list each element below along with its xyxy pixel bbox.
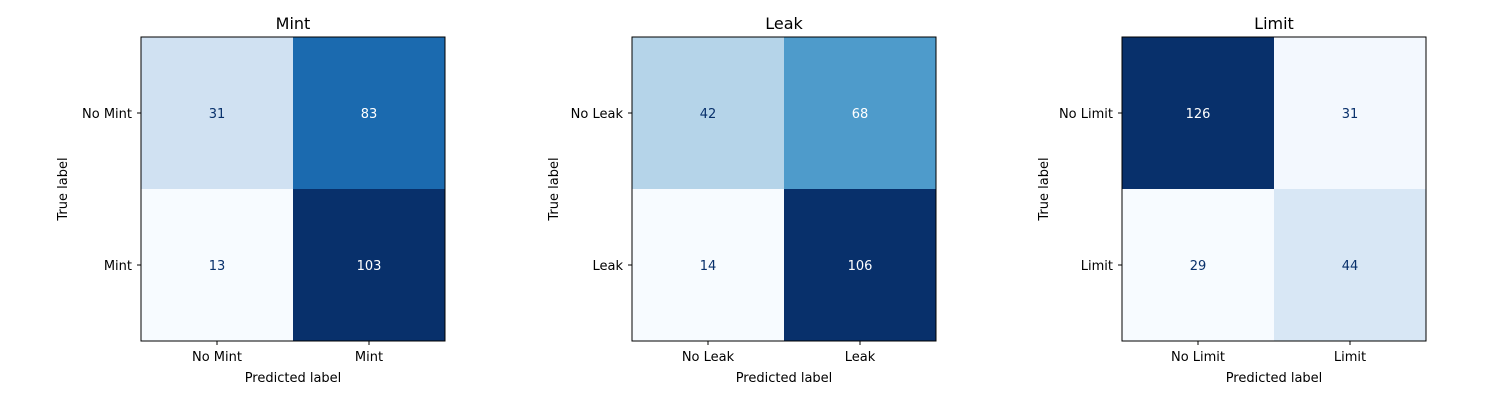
cell-value-label: 13 — [209, 259, 226, 274]
x-tick-label: Mint — [355, 350, 383, 365]
x-tick-label: No Limit — [1171, 350, 1225, 365]
chart-title: Limit — [1254, 14, 1294, 33]
y-axis-label: True label — [1037, 157, 1052, 221]
matrix-cell — [141, 189, 293, 341]
y-axis-label: True label — [547, 157, 562, 221]
matrix-cell — [1122, 189, 1274, 341]
x-axis-label: Predicted label — [1226, 371, 1323, 386]
y-tick-label: No Leak — [571, 107, 624, 122]
matrix-cell — [141, 37, 293, 189]
cell-value-label: 31 — [209, 107, 226, 122]
y-tick-label: Limit — [1081, 259, 1113, 274]
cell-value-label: 14 — [700, 259, 717, 274]
matrix-cell — [784, 189, 936, 341]
cell-value-label: 83 — [361, 107, 378, 122]
y-tick-label: No Mint — [82, 107, 132, 122]
cell-value-label: 31 — [1342, 107, 1359, 122]
confusion-matrix-0: Mint 31 83 13 103 No Mint Mint No Mint Mint Predi… — [56, 14, 446, 386]
x-tick-label: Limit — [1334, 350, 1366, 365]
x-axis-label: Predicted label — [736, 371, 833, 386]
cell-value-label: 44 — [1342, 259, 1359, 274]
cell-value-label: 126 — [1186, 107, 1211, 122]
matrix-cell — [293, 189, 445, 341]
confusion-matrix-1: Leak 42 68 14 106 No Leak Leak No Leak Leak Predi… — [547, 14, 937, 386]
plot-frame — [140, 36, 446, 342]
matrix-cell — [632, 37, 784, 189]
matrix-cell — [1274, 189, 1426, 341]
matrix-cell — [784, 37, 936, 189]
matrix-cell — [1274, 37, 1426, 189]
matrix-cell — [293, 37, 445, 189]
cell-value-label: 68 — [852, 107, 869, 122]
chart-title: Leak — [765, 14, 803, 33]
y-tick-label: No Limit — [1059, 107, 1113, 122]
confusion-matrix-2: Limit 126 31 29 44 No Limit Limit No Limit Limit… — [1037, 14, 1427, 386]
x-tick-label: No Mint — [192, 350, 242, 365]
cell-value-label: 29 — [1190, 259, 1207, 274]
chart-title: Mint — [276, 14, 311, 33]
cell-value-label: 103 — [357, 259, 382, 274]
plot-frame — [1121, 36, 1427, 342]
x-tick-label: Leak — [845, 350, 876, 365]
y-axis-label: True label — [56, 157, 71, 221]
x-tick-label: No Leak — [682, 350, 735, 365]
x-axis-label: Predicted label — [245, 371, 342, 386]
y-tick-label: Mint — [104, 259, 132, 274]
matrix-cell — [632, 189, 784, 341]
cell-value-label: 106 — [848, 259, 873, 274]
matrix-cell — [1122, 37, 1274, 189]
y-tick-label: Leak — [592, 259, 623, 274]
plot-frame — [631, 36, 937, 342]
cell-value-label: 42 — [700, 107, 717, 122]
